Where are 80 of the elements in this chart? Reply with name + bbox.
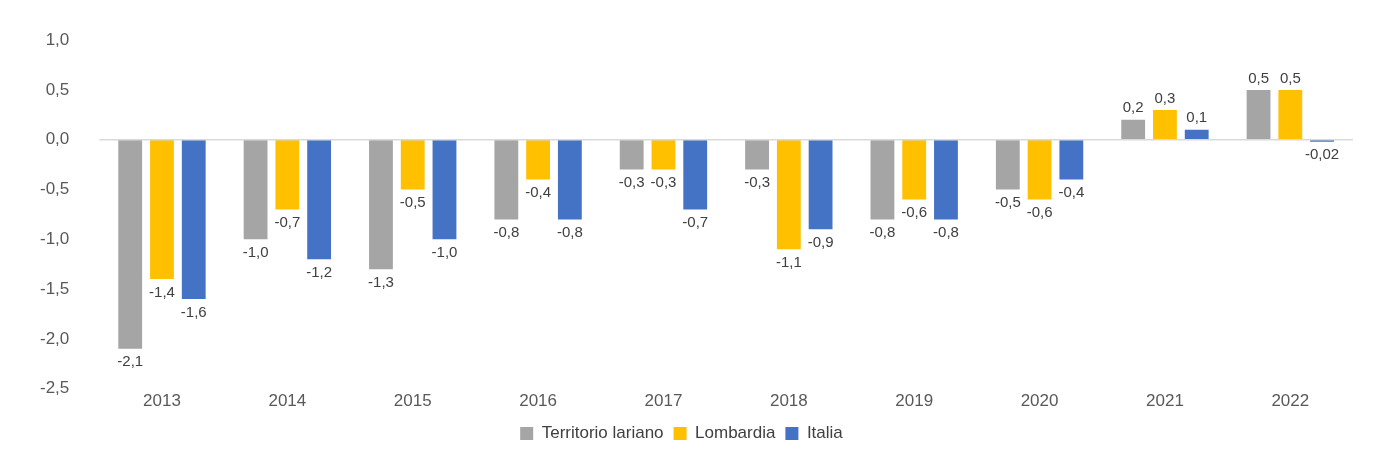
x-tick-label: 2015 <box>393 391 432 411</box>
data-label: -1,2 <box>306 262 333 280</box>
data-label: -0,3 <box>650 173 677 191</box>
data-label: 0,5 <box>1248 68 1269 86</box>
data-label: -2,1 <box>117 352 144 370</box>
bar <box>934 139 958 220</box>
y-tick-label: 1,0 <box>45 29 70 49</box>
x-tick-label: 2020 <box>1020 391 1059 411</box>
data-label: -1,6 <box>180 302 207 320</box>
y-tick-label: 0,0 <box>45 129 70 149</box>
bar <box>243 139 268 240</box>
data-label: -0,6 <box>1026 203 1053 221</box>
bar <box>150 139 174 280</box>
bar <box>651 139 676 170</box>
y-tick-label: -2,0 <box>40 328 70 348</box>
bar <box>1059 139 1084 180</box>
y-tick-label: -1,0 <box>40 228 70 248</box>
data-label: -0,6 <box>901 203 928 221</box>
x-tick-label: 2021 <box>1146 391 1184 411</box>
bar <box>902 139 927 200</box>
bar <box>745 139 769 170</box>
x-tick-label: 2019 <box>895 391 934 411</box>
data-label: -0,4 <box>1058 183 1085 201</box>
bar <box>683 139 708 210</box>
x-tick-label: 2018 <box>769 391 808 411</box>
x-tick-label: 2016 <box>519 391 557 411</box>
data-label: -1,1 <box>775 252 802 270</box>
data-label: -0,3 <box>618 173 645 191</box>
data-label: 0,2 <box>1122 98 1144 116</box>
data-label: 0,3 <box>1154 88 1176 106</box>
bar <box>870 139 895 220</box>
data-label: -0,9 <box>807 232 834 250</box>
y-tick-label: 0,5 <box>45 79 70 99</box>
bar <box>307 139 332 260</box>
data-label: -0,7 <box>274 213 301 231</box>
bar <box>494 139 519 220</box>
data-label: -0,4 <box>525 183 552 201</box>
data-label: -0,8 <box>869 223 896 241</box>
data-label: -1,0 <box>431 242 458 260</box>
data-label: -1,0 <box>242 242 269 260</box>
legend-label: Italia <box>806 423 844 443</box>
bar <box>275 139 300 210</box>
data-label: -0,8 <box>556 223 583 241</box>
x-tick-label: 2013 <box>143 391 181 411</box>
data-label: -0,7 <box>682 213 709 231</box>
data-label: -0,02 <box>1304 145 1340 163</box>
y-tick-label: -1,5 <box>40 278 70 298</box>
data-label: -0,5 <box>994 193 1021 211</box>
bar <box>1121 119 1146 140</box>
bar <box>118 139 143 349</box>
bar <box>619 139 644 170</box>
bar <box>526 139 550 180</box>
legend-label: Lombardia <box>695 423 776 443</box>
x-tick-label: 2014 <box>268 391 307 411</box>
y-tick-label: -2,5 <box>40 378 70 398</box>
bar <box>808 139 833 230</box>
bar <box>400 139 425 190</box>
data-label: -1,3 <box>368 272 394 290</box>
y-tick-label: -0,5 <box>40 179 70 199</box>
legend-label: Territorio lariano <box>541 423 664 443</box>
x-tick-label: 2017 <box>644 391 683 411</box>
bar <box>995 139 1020 190</box>
data-label: 0,5 <box>1279 68 1301 86</box>
data-label: 0,1 <box>1186 108 1208 126</box>
bar <box>432 139 457 240</box>
bar <box>1027 139 1052 200</box>
data-label: -0,3 <box>744 173 770 191</box>
bar <box>1246 89 1271 140</box>
data-label: -0,8 <box>933 223 959 241</box>
bar <box>369 139 393 270</box>
bar <box>1153 109 1177 140</box>
data-label: -0,8 <box>493 223 520 241</box>
bar <box>1184 129 1209 140</box>
bar <box>776 139 801 250</box>
bar <box>1278 89 1303 140</box>
x-tick-label: 2022 <box>1271 391 1310 411</box>
data-label: -1,4 <box>149 282 175 300</box>
data-label: -0,5 <box>399 193 426 211</box>
bar <box>557 139 582 220</box>
bar <box>181 139 206 300</box>
